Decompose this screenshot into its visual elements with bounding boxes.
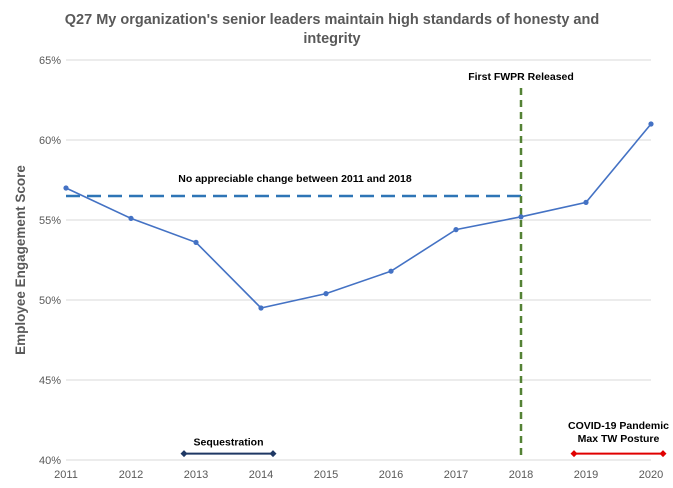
data-point xyxy=(258,305,264,311)
y-tick-label: 40% xyxy=(39,455,61,467)
x-tick-label: 2017 xyxy=(444,469,468,481)
x-tick-label: 2015 xyxy=(314,469,338,481)
data-point xyxy=(648,121,654,127)
x-tick-label: 2018 xyxy=(509,469,533,481)
x-tick-label: 2013 xyxy=(184,469,208,481)
y-tick-labels: 40% 45% 50% 55% 60% 65% xyxy=(39,55,61,467)
annotations: No appreciable change between 2011 and 2… xyxy=(66,71,669,460)
fwpr-annotation-label: First FWPR Released xyxy=(468,71,574,83)
data-point xyxy=(518,214,524,220)
data-point xyxy=(63,185,69,191)
y-tick-label: 50% xyxy=(39,295,61,307)
x-tick-label: 2014 xyxy=(249,469,273,481)
y-tick-label: 65% xyxy=(39,55,61,67)
series-line xyxy=(65,123,652,309)
data-point xyxy=(193,239,199,245)
x-tick-label: 2020 xyxy=(639,469,663,481)
chart-title-line-1: Q27 My organization's senior leaders mai… xyxy=(65,12,599,28)
covid-range-end-marker xyxy=(570,450,578,458)
sequestration-range-end-marker xyxy=(180,450,188,458)
sequestration-label: Sequestration xyxy=(193,437,263,449)
y-tick-label: 60% xyxy=(39,135,61,147)
x-tick-label: 2019 xyxy=(574,469,598,481)
data-point xyxy=(583,199,589,205)
x-tick-labels: 2011 2012 2013 2014 2015 2016 2017 2018 2019 2020 xyxy=(54,469,663,481)
y-tick-label: 55% xyxy=(39,215,61,227)
data-point xyxy=(388,268,394,274)
data-point xyxy=(453,227,459,233)
gridlines xyxy=(66,59,651,461)
covid-range-end-marker xyxy=(659,450,667,458)
sequestration-range-end-marker xyxy=(269,450,277,458)
y-axis-label: Employee Engagement Score xyxy=(13,165,28,355)
chart-title-line-2: integrity xyxy=(303,31,360,47)
covid-label-line-2: Max TW Posture xyxy=(578,433,660,445)
x-tick-label: 2012 xyxy=(119,469,143,481)
x-tick-label: 2016 xyxy=(379,469,403,481)
x-tick-label: 2011 xyxy=(54,469,78,481)
baseline-annotation-label: No appreciable change between 2011 and 2… xyxy=(178,173,412,185)
data-point xyxy=(128,215,134,221)
data-series xyxy=(63,121,654,311)
y-tick-label: 45% xyxy=(39,375,61,387)
data-point xyxy=(323,291,329,297)
covid-label-line-1: COVID-19 Pandemic xyxy=(568,420,669,432)
